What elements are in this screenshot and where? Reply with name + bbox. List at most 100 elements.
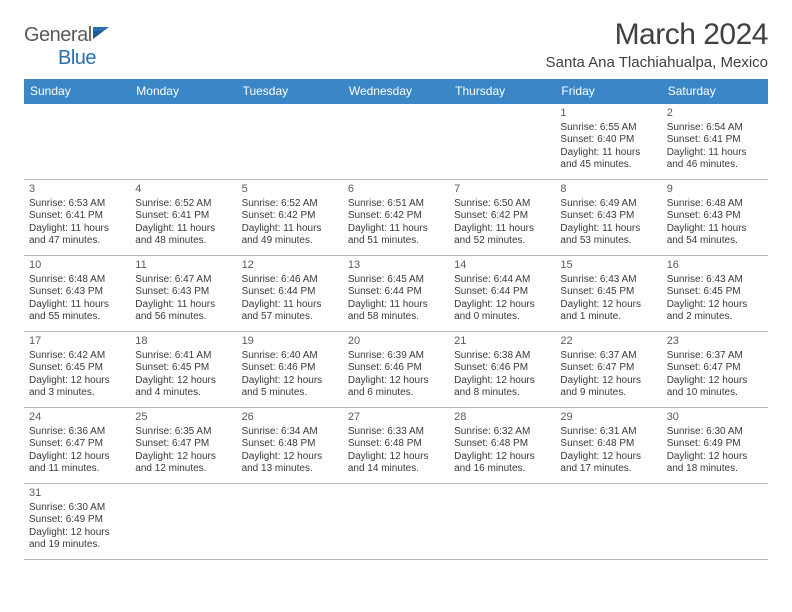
cell-dl2: and 9 minutes.	[560, 387, 656, 400]
month-title: March 2024	[546, 18, 768, 52]
cell-dl1: Daylight: 11 hours	[242, 299, 338, 312]
calendar-row: 1Sunrise: 6:55 AMSunset: 6:40 PMDaylight…	[24, 104, 768, 180]
cell-dl1: Daylight: 11 hours	[29, 223, 125, 236]
day-number: 1	[560, 107, 656, 121]
cell-sunset: Sunset: 6:49 PM	[667, 438, 763, 451]
cell-sunrise: Sunrise: 6:47 AM	[135, 274, 231, 287]
cell-dl2: and 8 minutes.	[454, 387, 550, 400]
calendar-row: 10Sunrise: 6:48 AMSunset: 6:43 PMDayligh…	[24, 256, 768, 332]
day-number: 7	[454, 183, 550, 197]
day-number: 20	[348, 335, 444, 349]
cell-sunset: Sunset: 6:43 PM	[135, 286, 231, 299]
cell-dl2: and 11 minutes.	[29, 463, 125, 476]
cell-dl2: and 55 minutes.	[29, 311, 125, 324]
cell-dl2: and 16 minutes.	[454, 463, 550, 476]
cell-sunrise: Sunrise: 6:36 AM	[29, 426, 125, 439]
cell-dl2: and 53 minutes.	[560, 235, 656, 248]
cell-sunset: Sunset: 6:42 PM	[454, 210, 550, 223]
cell-dl2: and 6 minutes.	[348, 387, 444, 400]
day-number: 10	[29, 259, 125, 273]
day-number: 5	[242, 183, 338, 197]
cell-sunset: Sunset: 6:49 PM	[29, 514, 125, 527]
cell-dl2: and 45 minutes.	[560, 159, 656, 172]
header: GeneralBlue March 2024 Santa Ana Tlachia…	[24, 18, 768, 71]
calendar-table: SundayMondayTuesdayWednesdayThursdayFrid…	[24, 79, 768, 560]
cell-dl2: and 5 minutes.	[242, 387, 338, 400]
weekday-header: Sunday	[24, 79, 130, 104]
calendar-cell: 16Sunrise: 6:43 AMSunset: 6:45 PMDayligh…	[662, 256, 768, 332]
cell-dl1: Daylight: 11 hours	[560, 223, 656, 236]
cell-sunset: Sunset: 6:41 PM	[667, 134, 763, 147]
day-number: 18	[135, 335, 231, 349]
day-number: 27	[348, 411, 444, 425]
cell-dl1: Daylight: 12 hours	[454, 375, 550, 388]
cell-sunset: Sunset: 6:48 PM	[348, 438, 444, 451]
cell-sunrise: Sunrise: 6:46 AM	[242, 274, 338, 287]
cell-sunrise: Sunrise: 6:48 AM	[667, 198, 763, 211]
cell-sunset: Sunset: 6:41 PM	[29, 210, 125, 223]
calendar-cell: 19Sunrise: 6:40 AMSunset: 6:46 PMDayligh…	[237, 332, 343, 408]
cell-dl2: and 13 minutes.	[242, 463, 338, 476]
logo-blue: Blue	[24, 47, 96, 69]
calendar-cell: 11Sunrise: 6:47 AMSunset: 6:43 PMDayligh…	[130, 256, 236, 332]
cell-dl2: and 14 minutes.	[348, 463, 444, 476]
cell-sunset: Sunset: 6:43 PM	[667, 210, 763, 223]
calendar-cell: 21Sunrise: 6:38 AMSunset: 6:46 PMDayligh…	[449, 332, 555, 408]
day-number: 22	[560, 335, 656, 349]
calendar-cell: 8Sunrise: 6:49 AMSunset: 6:43 PMDaylight…	[555, 180, 661, 256]
cell-dl1: Daylight: 12 hours	[29, 451, 125, 464]
day-number: 24	[29, 411, 125, 425]
cell-sunrise: Sunrise: 6:43 AM	[560, 274, 656, 287]
calendar-cell	[130, 104, 236, 180]
calendar-row: 24Sunrise: 6:36 AMSunset: 6:47 PMDayligh…	[24, 408, 768, 484]
cell-dl1: Daylight: 12 hours	[454, 299, 550, 312]
cell-dl1: Daylight: 11 hours	[29, 299, 125, 312]
cell-sunrise: Sunrise: 6:34 AM	[242, 426, 338, 439]
day-number: 17	[29, 335, 125, 349]
calendar-head: SundayMondayTuesdayWednesdayThursdayFrid…	[24, 79, 768, 104]
weekday-header: Wednesday	[343, 79, 449, 104]
cell-dl1: Daylight: 12 hours	[29, 527, 125, 540]
calendar-cell: 18Sunrise: 6:41 AMSunset: 6:45 PMDayligh…	[130, 332, 236, 408]
cell-sunrise: Sunrise: 6:37 AM	[560, 350, 656, 363]
cell-sunrise: Sunrise: 6:44 AM	[454, 274, 550, 287]
cell-dl2: and 18 minutes.	[667, 463, 763, 476]
calendar-cell: 22Sunrise: 6:37 AMSunset: 6:47 PMDayligh…	[555, 332, 661, 408]
day-number: 2	[667, 107, 763, 121]
cell-dl2: and 57 minutes.	[242, 311, 338, 324]
location: Santa Ana Tlachiahualpa, Mexico	[546, 54, 768, 71]
calendar-cell: 3Sunrise: 6:53 AMSunset: 6:41 PMDaylight…	[24, 180, 130, 256]
calendar-cell: 5Sunrise: 6:52 AMSunset: 6:42 PMDaylight…	[237, 180, 343, 256]
calendar-cell	[662, 484, 768, 560]
weekday-header: Monday	[130, 79, 236, 104]
cell-sunrise: Sunrise: 6:49 AM	[560, 198, 656, 211]
cell-dl2: and 56 minutes.	[135, 311, 231, 324]
day-number: 8	[560, 183, 656, 197]
logo-general: General	[24, 24, 92, 46]
cell-sunrise: Sunrise: 6:35 AM	[135, 426, 231, 439]
logo: GeneralBlue	[24, 18, 111, 70]
cell-sunset: Sunset: 6:46 PM	[242, 362, 338, 375]
cell-sunset: Sunset: 6:46 PM	[348, 362, 444, 375]
day-number: 11	[135, 259, 231, 273]
cell-dl2: and 2 minutes.	[667, 311, 763, 324]
weekday-header: Saturday	[662, 79, 768, 104]
calendar-cell	[24, 104, 130, 180]
cell-dl2: and 46 minutes.	[667, 159, 763, 172]
cell-sunset: Sunset: 6:45 PM	[560, 286, 656, 299]
page: GeneralBlue March 2024 Santa Ana Tlachia…	[0, 0, 792, 578]
cell-dl1: Daylight: 11 hours	[560, 147, 656, 160]
cell-sunset: Sunset: 6:45 PM	[29, 362, 125, 375]
calendar-cell: 13Sunrise: 6:45 AMSunset: 6:44 PMDayligh…	[343, 256, 449, 332]
cell-sunset: Sunset: 6:40 PM	[560, 134, 656, 147]
day-number: 28	[454, 411, 550, 425]
cell-dl1: Daylight: 12 hours	[242, 451, 338, 464]
cell-sunset: Sunset: 6:42 PM	[242, 210, 338, 223]
cell-sunset: Sunset: 6:41 PM	[135, 210, 231, 223]
cell-sunrise: Sunrise: 6:32 AM	[454, 426, 550, 439]
cell-dl1: Daylight: 11 hours	[348, 299, 444, 312]
cell-dl2: and 51 minutes.	[348, 235, 444, 248]
cell-dl2: and 49 minutes.	[242, 235, 338, 248]
cell-sunrise: Sunrise: 6:53 AM	[29, 198, 125, 211]
cell-dl1: Daylight: 12 hours	[560, 451, 656, 464]
